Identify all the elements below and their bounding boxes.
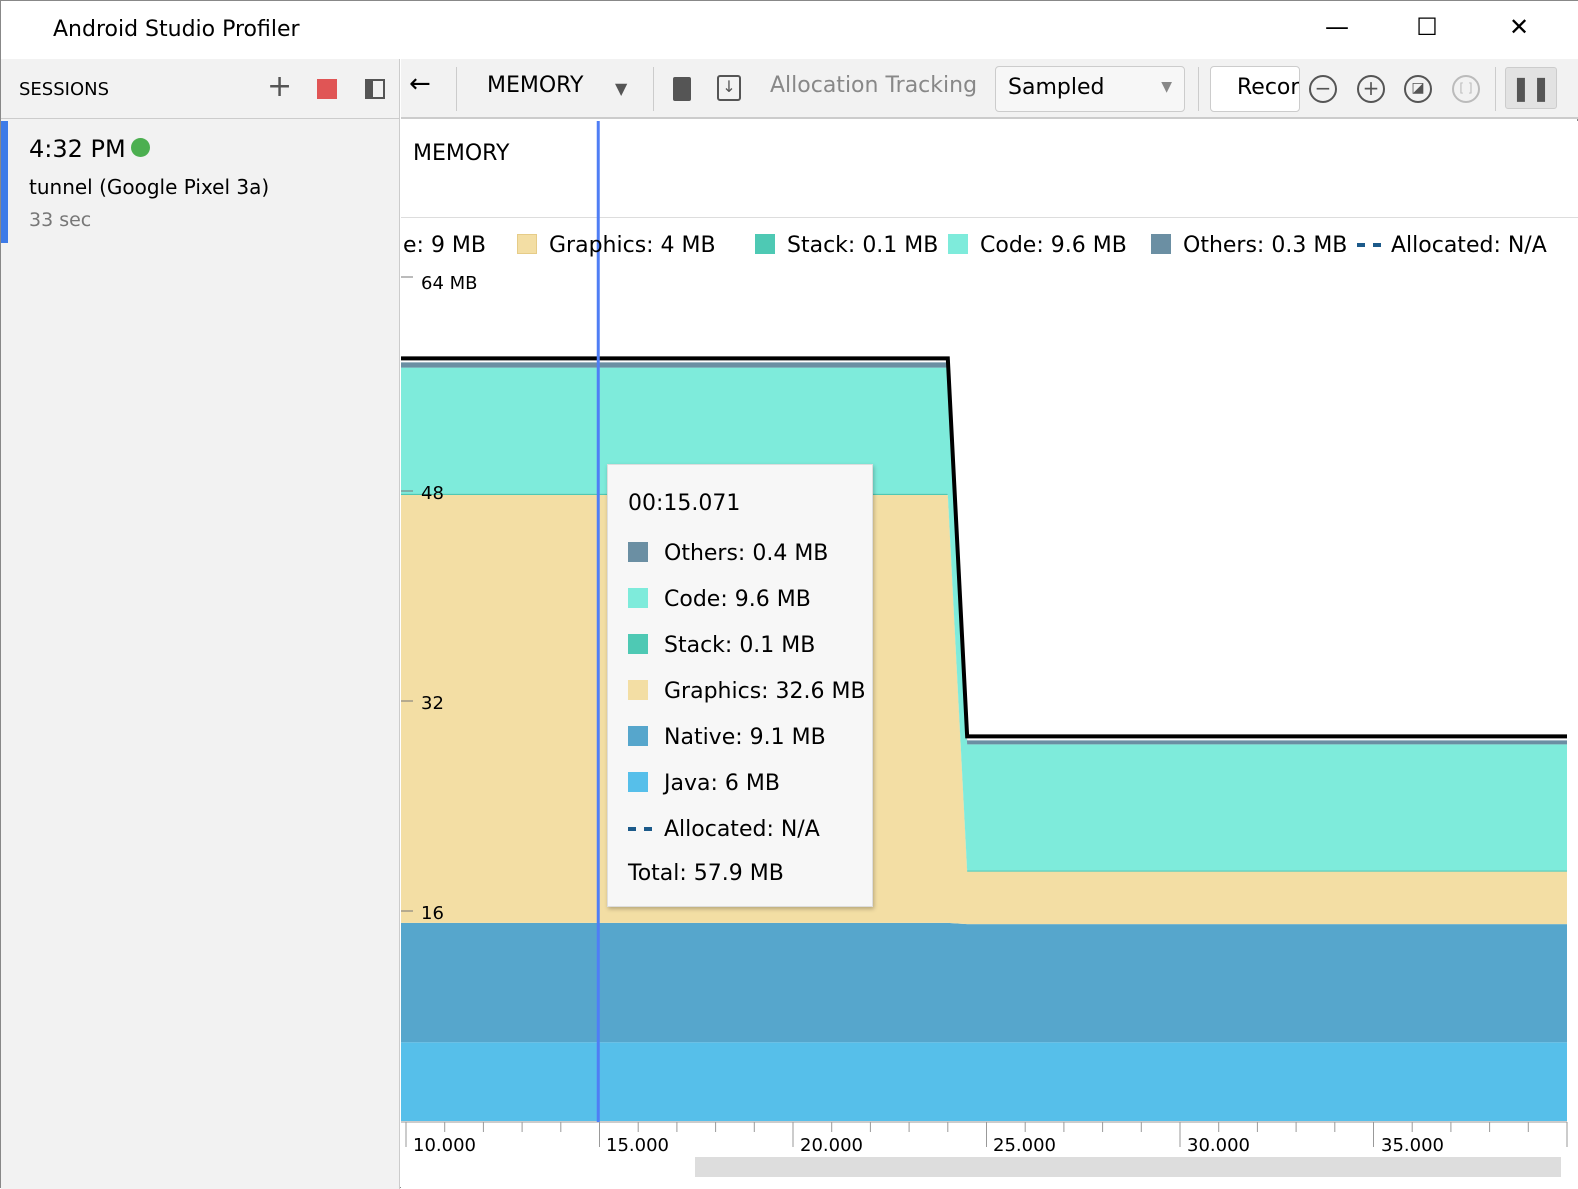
area-java [401, 1042, 1567, 1121]
tooltip-row: Native: 9.1 MB [628, 725, 826, 750]
record-label: Record [1237, 75, 1300, 100]
stop-session-button[interactable] [317, 79, 337, 99]
tooltip-row: Code: 9.6 MB [628, 587, 811, 612]
x-tick-label: 10.000 [413, 1135, 476, 1156]
zoom-in-icon[interactable]: + [1357, 75, 1385, 103]
legend-java-partial-wrap: e: 9 MB [403, 233, 486, 258]
x-tick-label: 35.000 [1381, 1135, 1444, 1156]
session-device: tunnel (Google Pixel 3a) [29, 175, 270, 199]
session-duration: 33 sec [29, 209, 92, 231]
tooltip-row: Graphics: 32.6 MB [628, 679, 866, 704]
trash-icon[interactable] [673, 77, 691, 101]
sampling-dropdown[interactable]: Sampled ▼ [995, 66, 1185, 112]
legend-others: Others: 0.3 MB [1151, 233, 1347, 258]
session-live-indicator [131, 138, 150, 157]
area-native [401, 922, 1567, 1043]
back-button[interactable]: ← [409, 69, 431, 99]
heap-dump-icon[interactable]: ↓ [717, 75, 741, 101]
reset-zoom-icon[interactable]: ◪ [1404, 75, 1432, 103]
maximize-button[interactable]: ☐ [1416, 13, 1438, 41]
chevron-down-icon: ▼ [1161, 79, 1172, 95]
tooltip-time: 00:15.071 [628, 491, 741, 516]
y-tick-label: 48 [421, 483, 444, 504]
tooltip-row: Java: 6 MB [628, 771, 780, 796]
profiler-selector[interactable]: MEMORY [487, 73, 584, 98]
profiler-toolbar: ← MEMORY ▼ ↓ Allocation Tracking Sampled… [401, 59, 1578, 119]
sessions-label: SESSIONS [19, 79, 110, 100]
legend-java-partial: e: 9 MB [403, 233, 487, 258]
zoom-out-icon[interactable]: − [1309, 75, 1337, 103]
x-tick-label: 15.000 [606, 1135, 669, 1156]
legend-allocated: Allocated: N/A [1357, 233, 1547, 258]
y-tick-label: 16 [421, 903, 444, 924]
sampling-value: Sampled [1008, 75, 1105, 100]
y-tick-label: 32 [421, 693, 444, 714]
tooltip-row: Others: 0.4 MB [628, 541, 828, 566]
session-time: 4:32 PM [29, 135, 126, 163]
window-title: Android Studio Profiler [53, 17, 300, 42]
chevron-down-icon[interactable]: ▼ [615, 79, 628, 98]
legend-graphics: Graphics: 4 MB [517, 233, 716, 258]
x-tick-label: 20.000 [800, 1135, 863, 1156]
collapse-panel-icon[interactable] [365, 79, 385, 99]
pause-button[interactable]: ❚❚ [1505, 67, 1557, 109]
legend-memory-title: MEMORY [413, 141, 510, 166]
session-item[interactable]: 4:32 PM tunnel (Google Pixel 3a) 33 sec [1, 121, 399, 243]
title-bar: Android Studio Profiler — ☐ ✕ [1, 1, 1578, 59]
close-button[interactable]: ✕ [1508, 13, 1530, 41]
zoom-to-selection-icon[interactable]: [ ] [1452, 75, 1480, 103]
record-button[interactable]: Record [1210, 66, 1300, 112]
tooltip: 00:15.071 Others: 0.4 MB Code: 9.6 MB Stac… [607, 464, 873, 907]
minimize-button[interactable]: — [1325, 13, 1349, 41]
legend-code: Code: 9.6 MB [948, 233, 1127, 258]
add-session-button[interactable]: + [267, 69, 293, 104]
x-tick-label: 25.000 [993, 1135, 1056, 1156]
tooltip-row: Stack: 0.1 MB [628, 633, 815, 658]
tooltip-total: Total: 57.9 MB [628, 861, 784, 886]
total-line [401, 356, 1567, 739]
sessions-panel: SESSIONS + 4:32 PM tunnel (Google Pixel … [1, 59, 400, 1189]
x-tick-label: 30.000 [1187, 1135, 1250, 1156]
legend-stack: Stack: 0.1 MB [755, 233, 938, 258]
allocation-tracking-label: Allocation Tracking [770, 73, 978, 98]
tooltip-row: Allocated: N/A [628, 817, 820, 842]
y-tick-label: 64 MB [421, 273, 478, 294]
horizontal-scrollbar[interactable] [695, 1157, 1561, 1177]
